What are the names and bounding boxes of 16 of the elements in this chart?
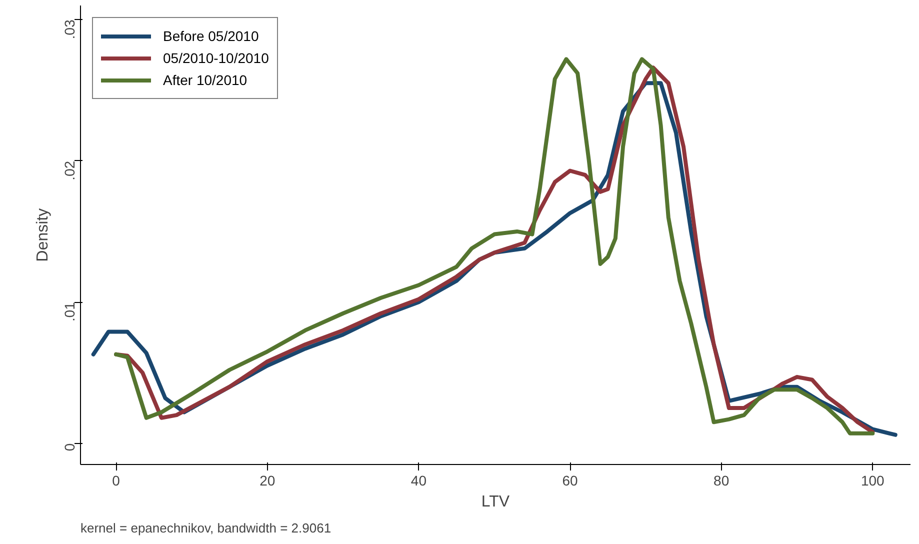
legend-label: 05/2010-10/2010	[163, 50, 269, 66]
legend-label: Before 05/2010	[163, 28, 259, 44]
x-tick-label: 100	[860, 472, 885, 488]
x-tick-label: 20	[260, 472, 276, 488]
text: kernel = epanechnikov, bandwidth = 2.9061	[80, 520, 332, 536]
legend-label: After 10/2010	[163, 72, 248, 88]
x-tick-label: 0	[112, 472, 120, 488]
y-tick-label: .03	[62, 19, 78, 40]
y-tick-label: 0	[62, 443, 78, 452]
x-tick-label: 60	[562, 472, 578, 488]
y-tick-label: .01	[62, 302, 78, 322]
y-axis-title: Density	[34, 208, 52, 262]
x-axis-title: LTV	[481, 494, 510, 510]
y-tick-label: .02	[62, 160, 78, 180]
x-tick-label: 40	[410, 472, 427, 488]
x-tick-label: 80	[714, 472, 730, 488]
